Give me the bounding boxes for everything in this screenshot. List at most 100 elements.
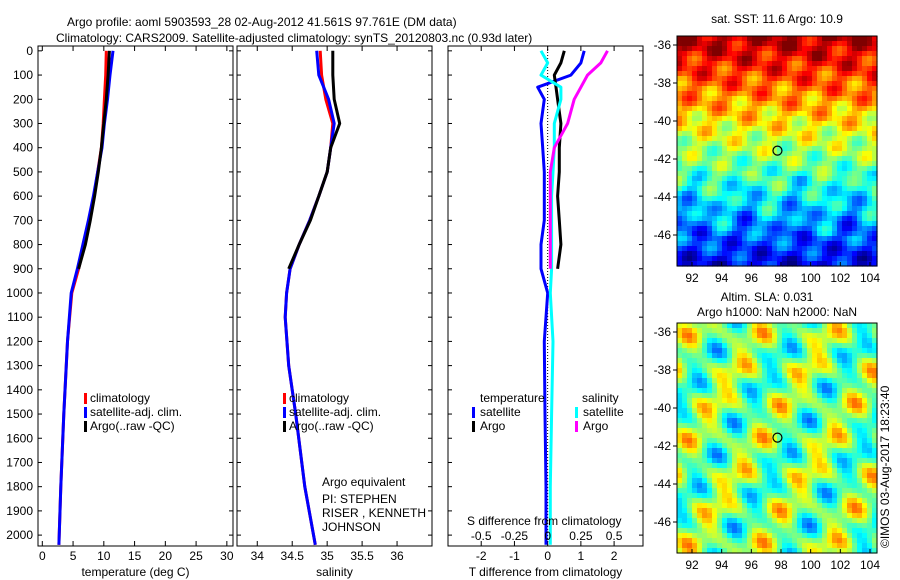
map-cell	[817, 76, 823, 82]
map-cell	[817, 206, 823, 212]
map-cell	[707, 323, 713, 329]
map-cell	[782, 528, 788, 534]
map-cell	[867, 231, 873, 237]
map-cell	[682, 46, 688, 52]
map-cell	[677, 191, 683, 197]
map-cell	[717, 488, 723, 494]
map-cell	[697, 246, 703, 252]
map-cell	[787, 201, 793, 207]
map-cell	[727, 538, 733, 544]
map-cell	[707, 71, 713, 77]
map-cell	[872, 538, 878, 544]
map-cell	[707, 106, 713, 112]
map-cell	[677, 543, 683, 549]
map-cell	[782, 76, 788, 82]
map-cell	[812, 236, 818, 242]
map-cell	[682, 226, 688, 232]
map-cell	[822, 488, 828, 494]
map-cell	[702, 166, 708, 172]
map-cell	[737, 186, 743, 192]
map-cell	[787, 433, 793, 439]
map-cell	[792, 433, 798, 439]
map-cell	[677, 206, 683, 212]
map-cell	[822, 508, 828, 514]
map-cell	[787, 231, 793, 237]
map-cell	[817, 36, 823, 42]
map-cell	[742, 61, 748, 67]
map-cell	[722, 328, 728, 334]
map-cell	[742, 251, 748, 257]
map-cell	[832, 413, 838, 419]
map-cell	[852, 241, 858, 247]
map-cell	[727, 246, 733, 252]
map-cell	[702, 201, 708, 207]
map-cell	[717, 241, 723, 247]
map-cell	[712, 36, 718, 42]
map-cell	[787, 438, 793, 444]
map-cell	[692, 398, 698, 404]
map-cell	[787, 91, 793, 97]
map-cell	[712, 106, 718, 112]
map-cell	[752, 251, 758, 257]
map-cell	[837, 226, 843, 232]
map-cell	[687, 463, 693, 469]
map-cell	[787, 338, 793, 344]
map-cell	[812, 176, 818, 182]
map-cell	[872, 388, 878, 394]
map-cell	[842, 323, 848, 329]
map-cell	[747, 473, 753, 479]
map-cell	[717, 423, 723, 429]
map-cell	[777, 548, 783, 554]
map-cell	[742, 106, 748, 112]
map-cell	[827, 333, 833, 339]
map-cell	[857, 458, 863, 464]
map-cell	[807, 221, 813, 227]
map-cell	[857, 51, 863, 57]
map-cell	[857, 533, 863, 539]
map-cell	[717, 141, 723, 147]
y-tick-label: 500	[13, 165, 33, 179]
map-cell	[862, 333, 868, 339]
map-cell	[777, 508, 783, 514]
map-cell	[797, 373, 803, 379]
map-cell	[757, 483, 763, 489]
map-cell	[737, 368, 743, 374]
map-cell	[732, 96, 738, 102]
map-cell	[702, 328, 708, 334]
map-cell	[682, 488, 688, 494]
map-cell	[797, 196, 803, 202]
map-cell	[867, 241, 873, 247]
map-cell	[772, 453, 778, 459]
map-cell	[762, 156, 768, 162]
map-cell	[782, 96, 788, 102]
map-cell	[867, 373, 873, 379]
map-cell	[802, 463, 808, 469]
map-cell	[857, 423, 863, 429]
map-cell	[722, 533, 728, 539]
map-cell	[737, 493, 743, 499]
map-cell	[852, 261, 858, 267]
map-cell	[717, 533, 723, 539]
map-cell	[807, 146, 813, 152]
map-cell	[687, 478, 693, 484]
map-cell	[732, 206, 738, 212]
series-line-climatology	[57, 50, 108, 545]
map-cell	[742, 488, 748, 494]
map-cell	[682, 51, 688, 57]
map-cell	[757, 121, 763, 127]
map-cell	[717, 363, 723, 369]
map-cell	[837, 166, 843, 172]
map-cell	[807, 438, 813, 444]
map-cell	[692, 171, 698, 177]
map-cell	[832, 146, 838, 152]
map-cell	[807, 196, 813, 202]
map-cell	[767, 348, 773, 354]
map-cell	[692, 221, 698, 227]
map-cell	[677, 226, 683, 232]
map-cell	[687, 448, 693, 454]
map-cell	[847, 458, 853, 464]
map-cell	[797, 543, 803, 549]
map-cell	[842, 101, 848, 107]
map-cell	[832, 398, 838, 404]
map-cell	[722, 383, 728, 389]
